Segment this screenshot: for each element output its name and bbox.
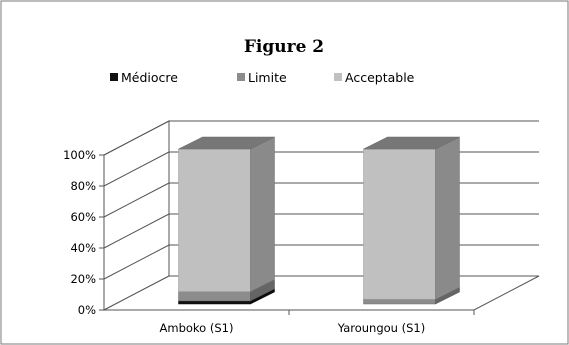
legend-label: Limite [248, 70, 287, 85]
bar-yaroungou-s1-top [363, 136, 460, 150]
bar-amboko-s1-limite-front [178, 291, 251, 302]
legend-label: Acceptable [345, 70, 415, 85]
gridline-side [103, 182, 170, 218]
y-tick-label: 20% [70, 272, 96, 286]
y-tick-label: 40% [70, 241, 96, 255]
x-category-label: Yaroungou (S1) [337, 321, 425, 335]
bar-amboko-s1-mediocre-front [178, 300, 251, 305]
bar-amboko-s1-top [178, 136, 275, 150]
legend-label: Médiocre [121, 70, 178, 85]
x-axis-categories: Amboko (S1) Yaroungou (S1) [160, 310, 475, 335]
y-tick-label: 80% [70, 179, 96, 193]
legend-item-limite: Limite [237, 70, 287, 85]
y-tick-label: 60% [70, 210, 96, 224]
legend-item-acceptable: Acceptable [334, 70, 415, 85]
floor [103, 275, 540, 311]
bar-yaroungou-s1-acceptable-front [363, 148, 436, 300]
bar-amboko-s1-acceptable-front [178, 148, 251, 292]
gridline-side [103, 244, 170, 280]
legend-item-mediocre: Médiocre [110, 70, 178, 85]
chart-title: Figure 2 [244, 37, 324, 57]
bar-yaroungou-s1-limite-front [363, 299, 436, 305]
y-tick-label: 100% [63, 148, 96, 162]
bar-amboko-s1-acceptable-side [250, 136, 275, 293]
gridline-side [103, 120, 170, 156]
legend-swatch [237, 73, 245, 81]
chart-legend: Médiocre Limite Acceptable [110, 70, 415, 85]
gridline-side [103, 213, 170, 249]
legend-swatch [110, 73, 118, 81]
bar-yaroungou-s1-acceptable-side [435, 136, 460, 300]
y-axis-ticks: 0% 20% 40% 60% 80% 100% [63, 148, 104, 317]
y-tick-label: 0% [78, 303, 96, 317]
chart-bars [178, 136, 460, 305]
gridline-side [103, 151, 170, 187]
x-category-label: Amboko (S1) [160, 321, 234, 335]
legend-swatch [334, 73, 342, 81]
